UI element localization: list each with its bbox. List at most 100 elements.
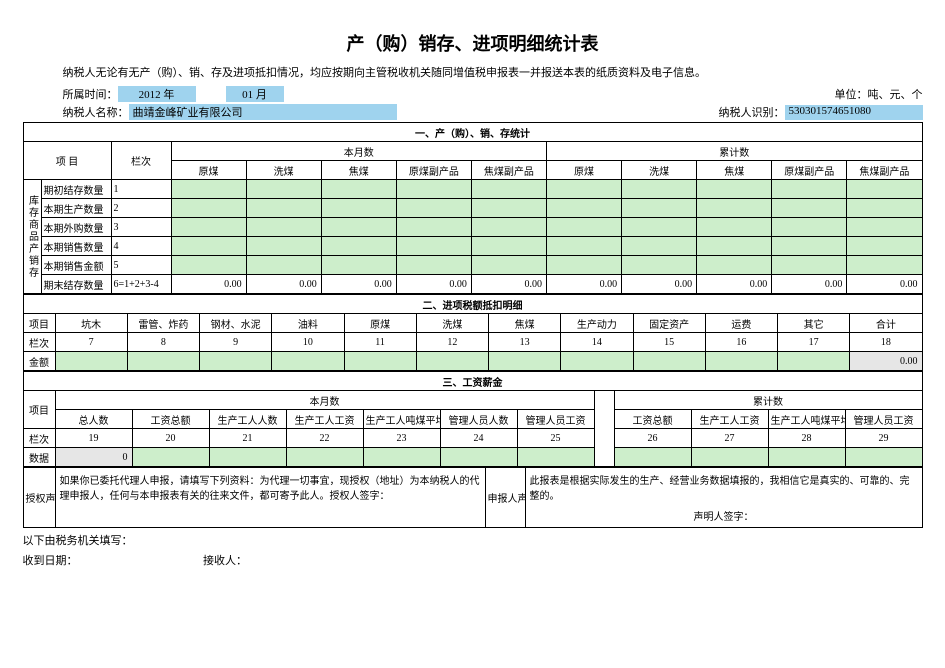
cell[interactable] bbox=[489, 352, 561, 371]
cell[interactable] bbox=[622, 218, 697, 237]
cell[interactable] bbox=[416, 352, 488, 371]
cell[interactable] bbox=[171, 199, 246, 218]
cell[interactable] bbox=[246, 256, 321, 275]
table-row: 本期生产数量2 bbox=[23, 199, 922, 218]
s3-b23: 23 bbox=[363, 429, 440, 448]
cell[interactable] bbox=[440, 448, 517, 467]
cell[interactable] bbox=[471, 199, 546, 218]
r6-label: 期末结存数量 bbox=[41, 275, 111, 294]
cell[interactable] bbox=[845, 448, 922, 467]
cell[interactable] bbox=[171, 218, 246, 237]
s3-t2: 生产工人工资 bbox=[691, 410, 768, 429]
cell[interactable] bbox=[396, 218, 471, 237]
r1-bar: 1 bbox=[111, 180, 171, 199]
cell[interactable] bbox=[847, 237, 922, 256]
cell[interactable] bbox=[471, 218, 546, 237]
cell[interactable] bbox=[772, 256, 847, 275]
cell[interactable] bbox=[697, 199, 772, 218]
cell[interactable] bbox=[633, 352, 705, 371]
cell[interactable] bbox=[55, 352, 127, 371]
cell[interactable] bbox=[363, 448, 440, 467]
s2-c1: 坑木 bbox=[55, 314, 127, 333]
r3-label: 本期外购数量 bbox=[41, 218, 111, 237]
s3-b25: 25 bbox=[517, 429, 594, 448]
cell[interactable] bbox=[321, 199, 396, 218]
col-item: 项 目 bbox=[23, 142, 111, 180]
cell[interactable] bbox=[772, 180, 847, 199]
s2-c4: 油料 bbox=[272, 314, 344, 333]
cell[interactable] bbox=[772, 199, 847, 218]
cell[interactable] bbox=[396, 256, 471, 275]
r6-v4: 0.00 bbox=[396, 275, 471, 294]
s2-item: 项目 bbox=[23, 314, 55, 333]
cell[interactable] bbox=[622, 237, 697, 256]
r6-v10: 0.00 bbox=[847, 275, 922, 294]
cell[interactable] bbox=[246, 180, 321, 199]
cell[interactable] bbox=[246, 237, 321, 256]
h-jiaomeiby-m: 焦煤副产品 bbox=[471, 161, 546, 180]
cell[interactable] bbox=[171, 237, 246, 256]
cell[interactable] bbox=[772, 218, 847, 237]
table-row: 本期销售数量4 bbox=[23, 237, 922, 256]
cell[interactable] bbox=[200, 352, 272, 371]
cell[interactable] bbox=[246, 218, 321, 237]
cell[interactable] bbox=[321, 218, 396, 237]
cell[interactable] bbox=[471, 237, 546, 256]
s3-bar: 栏次 bbox=[23, 429, 55, 448]
cell[interactable] bbox=[697, 218, 772, 237]
cell[interactable] bbox=[705, 352, 777, 371]
s3-b19: 19 bbox=[55, 429, 132, 448]
cell[interactable] bbox=[344, 352, 416, 371]
cell[interactable] bbox=[697, 180, 772, 199]
grp-total: 累计数 bbox=[546, 142, 922, 161]
cell[interactable] bbox=[622, 180, 697, 199]
cell[interactable] bbox=[546, 256, 621, 275]
cell[interactable] bbox=[778, 352, 850, 371]
cell[interactable] bbox=[622, 256, 697, 275]
cell[interactable] bbox=[272, 352, 344, 371]
s3-month: 本月数 bbox=[55, 391, 594, 410]
cell[interactable] bbox=[847, 218, 922, 237]
h-yuanmei-m: 原煤 bbox=[171, 161, 246, 180]
cell[interactable] bbox=[772, 237, 847, 256]
cell[interactable] bbox=[622, 199, 697, 218]
cell[interactable] bbox=[768, 448, 845, 467]
cell[interactable] bbox=[546, 218, 621, 237]
cell[interactable] bbox=[691, 448, 768, 467]
cell[interactable] bbox=[847, 199, 922, 218]
cell[interactable] bbox=[697, 237, 772, 256]
decl-sign: 声明人签字： bbox=[530, 508, 918, 523]
s3-m6: 管理人员人数 bbox=[440, 410, 517, 429]
cell[interactable] bbox=[171, 180, 246, 199]
cell[interactable] bbox=[209, 448, 286, 467]
cell[interactable] bbox=[321, 256, 396, 275]
period-month: 01 月 bbox=[226, 86, 284, 102]
side-label: 库存商品产销存 bbox=[23, 180, 41, 294]
cell[interactable] bbox=[286, 448, 363, 467]
tax-note1: 以下由税务机关填写： bbox=[23, 532, 923, 548]
cell[interactable] bbox=[546, 199, 621, 218]
cell[interactable] bbox=[697, 256, 772, 275]
cell[interactable] bbox=[127, 352, 199, 371]
cell[interactable] bbox=[396, 199, 471, 218]
cell[interactable] bbox=[847, 256, 922, 275]
cell[interactable] bbox=[546, 180, 621, 199]
cell[interactable] bbox=[246, 199, 321, 218]
cell[interactable] bbox=[321, 237, 396, 256]
s3-b27: 27 bbox=[691, 429, 768, 448]
cell[interactable] bbox=[132, 448, 209, 467]
cell[interactable] bbox=[546, 237, 621, 256]
cell[interactable] bbox=[171, 256, 246, 275]
cell[interactable] bbox=[471, 256, 546, 275]
cell[interactable] bbox=[396, 237, 471, 256]
s3-data: 数据 bbox=[23, 448, 55, 467]
table-row: 库存商品产销存 期初结存数量1 bbox=[23, 180, 922, 199]
s3-b21: 21 bbox=[209, 429, 286, 448]
cell[interactable] bbox=[396, 180, 471, 199]
cell[interactable] bbox=[561, 352, 633, 371]
cell[interactable] bbox=[321, 180, 396, 199]
cell[interactable] bbox=[517, 448, 594, 467]
cell[interactable] bbox=[471, 180, 546, 199]
cell[interactable] bbox=[847, 180, 922, 199]
cell[interactable] bbox=[614, 448, 691, 467]
